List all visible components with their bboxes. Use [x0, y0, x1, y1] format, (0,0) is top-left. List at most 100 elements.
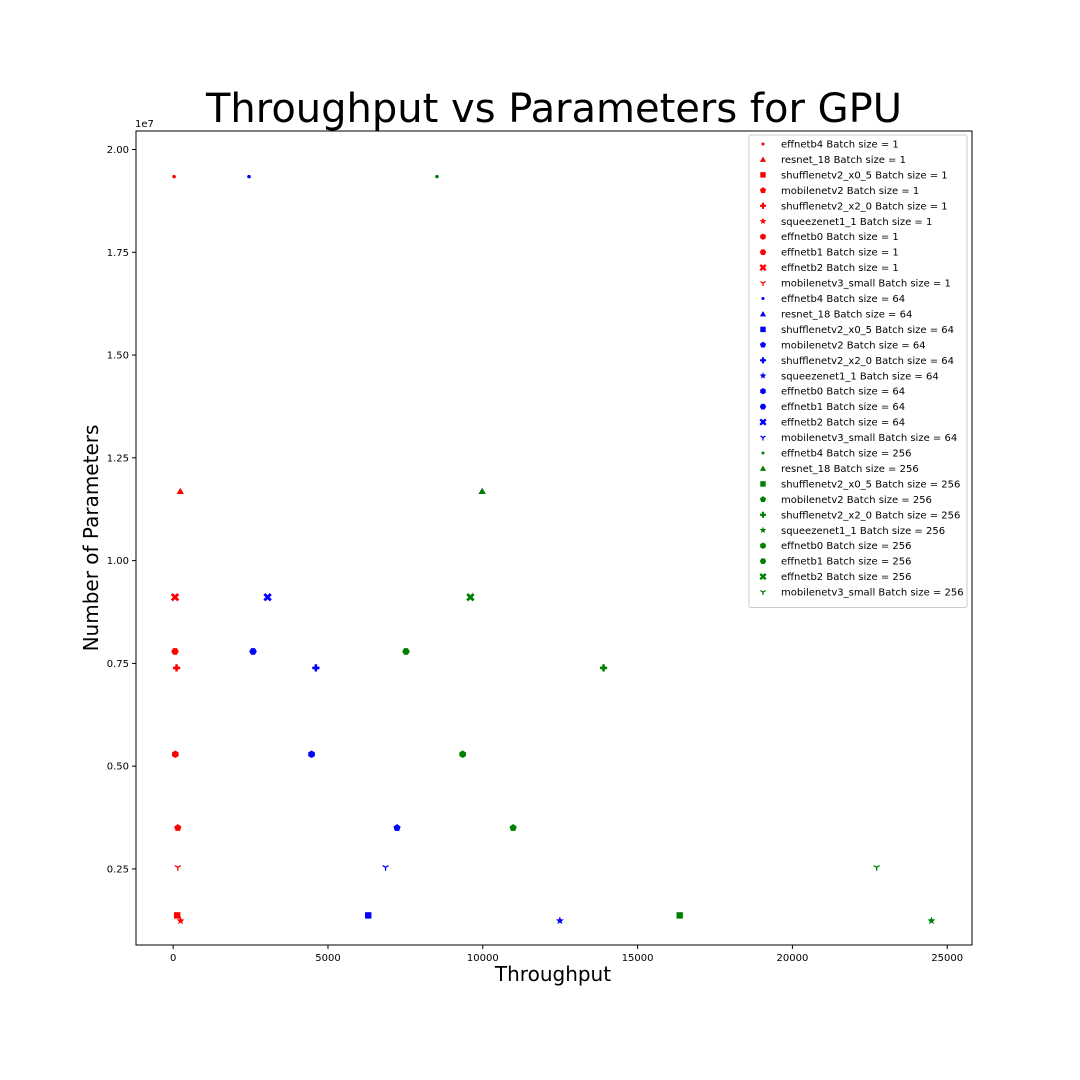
legend-marker	[760, 542, 766, 549]
legend-marker	[760, 233, 766, 240]
x-tick-label: 15000	[622, 953, 654, 964]
legend-label: mobilenetv2 Batch size = 256	[781, 495, 932, 506]
y-axis-label: Number of Parameters	[79, 425, 103, 652]
legend-marker	[760, 387, 766, 395]
legend-marker	[759, 264, 767, 272]
data-point	[172, 664, 181, 672]
legend-label: effnetb2 Batch size = 64	[781, 418, 905, 429]
legend-marker	[759, 249, 767, 255]
legend-label: effnetb0 Batch size = 64	[781, 387, 905, 398]
legend-marker	[759, 403, 767, 410]
data-point	[382, 865, 389, 871]
x-tick-label: 25000	[931, 953, 963, 964]
legend-label: effnetb2 Batch size = 256	[781, 572, 911, 583]
data-point	[873, 865, 880, 871]
data-point	[676, 912, 683, 919]
chart-title: Throughput vs Parameters for GPU	[205, 86, 902, 132]
data-point	[176, 916, 185, 925]
data-point	[402, 648, 410, 655]
legend-label: squeezenet1_1 Batch size = 256	[781, 526, 945, 537]
legend-marker	[759, 496, 767, 502]
legend-marker	[760, 481, 766, 487]
data-point	[459, 750, 466, 759]
y-tick-label: 0.25	[107, 864, 129, 875]
legend-marker	[759, 372, 767, 379]
legend-marker	[760, 326, 766, 333]
legend-marker	[760, 281, 766, 286]
legend-label: mobilenetv2 Batch size = 64	[781, 340, 926, 351]
legend-label: shufflenetv2_x2_0 Batch size = 1	[781, 201, 948, 212]
data-point	[312, 664, 320, 672]
legend-marker	[759, 217, 767, 225]
data-point	[174, 865, 182, 871]
x-tick-label: 20000	[777, 953, 809, 964]
legend-marker	[759, 341, 767, 348]
data-point	[555, 916, 564, 925]
legend-marker	[759, 558, 767, 564]
axis-ticks: 0 5000 10000 15000 20000 25000 0.25 0.50 0.75 1.0…	[107, 145, 963, 964]
legend-label: effnetb1 Batch size = 1	[781, 248, 899, 259]
legend-label: effnetb0 Batch size = 1	[781, 232, 899, 243]
data-point	[478, 487, 486, 495]
legend-marker	[759, 202, 767, 209]
y-tick-label: 0.75	[107, 659, 129, 670]
data-point	[249, 648, 257, 655]
data-points	[170, 174, 936, 925]
legend-box	[748, 134, 968, 608]
legend-label: resnet_18 Batch size = 256	[781, 464, 919, 475]
y-tick-label: 1.75	[107, 248, 129, 259]
data-point	[927, 916, 936, 925]
y-tick-label: 0.50	[107, 762, 129, 773]
legend-marker	[761, 142, 765, 146]
data-point	[393, 824, 401, 831]
data-point	[308, 750, 315, 759]
legend-marker	[759, 156, 767, 162]
legend-marker	[759, 418, 767, 426]
legend-marker	[759, 187, 767, 193]
y-offset-label: 1e7	[135, 119, 154, 130]
legend-label: squeezenet1_1 Batch size = 1	[781, 217, 932, 228]
data-point	[365, 912, 372, 919]
y-tick-label: 1.00	[107, 556, 129, 567]
legend-label: shufflenetv2_x2_0 Batch size = 256	[781, 510, 960, 521]
data-point	[509, 824, 517, 831]
legend-label: shufflenetv2_x0_5 Batch size = 1	[781, 170, 948, 181]
legend-marker	[761, 451, 765, 455]
data-point	[435, 174, 439, 179]
data-point	[176, 487, 184, 495]
legend-label: effnetb4 Batch size = 64	[781, 294, 905, 305]
data-point	[170, 593, 180, 602]
legend-marker	[759, 311, 767, 317]
legend-label: effnetb2 Batch size = 1	[781, 263, 899, 274]
legend-marker	[759, 357, 767, 364]
data-point	[174, 824, 182, 831]
legend: effnetb4 Batch size = 1 resnet_18 Batch s…	[748, 134, 968, 608]
legend-label: squeezenet1_1 Batch size = 64	[781, 371, 939, 382]
legend-label: effnetb4 Batch size = 256	[781, 449, 911, 460]
legend-label: effnetb1 Batch size = 256	[781, 557, 911, 568]
y-tick-label: 2.00	[107, 145, 129, 156]
x-tick-label: 0	[170, 953, 176, 964]
legend-label: mobilenetv3_small Batch size = 64	[781, 433, 957, 444]
data-point	[172, 174, 176, 179]
legend-marker	[761, 296, 765, 301]
legend-label: resnet_18 Batch size = 64	[781, 309, 912, 320]
legend-label: mobilenetv3_small Batch size = 256	[781, 588, 964, 599]
x-tick-label: 10000	[467, 953, 499, 964]
legend-label: shufflenetv2_x2_0 Batch size = 64	[781, 356, 954, 367]
data-point	[171, 648, 179, 655]
legend-marker	[760, 590, 766, 595]
legend-label: effnetb1 Batch size = 64	[781, 402, 905, 413]
data-point	[263, 593, 272, 602]
legend-label: mobilenetv2 Batch size = 1	[781, 186, 919, 197]
legend-marker	[759, 526, 767, 534]
y-tick-label: 1.25	[107, 453, 129, 464]
legend-label: shufflenetv2_x0_5 Batch size = 64	[781, 325, 954, 336]
y-tick-label: 1.50	[107, 351, 129, 362]
legend-label: effnetb4 Batch size = 1	[781, 140, 899, 151]
data-point	[173, 912, 181, 919]
plot-frame	[135, 130, 973, 946]
data-point	[599, 664, 608, 672]
data-point	[172, 750, 179, 759]
